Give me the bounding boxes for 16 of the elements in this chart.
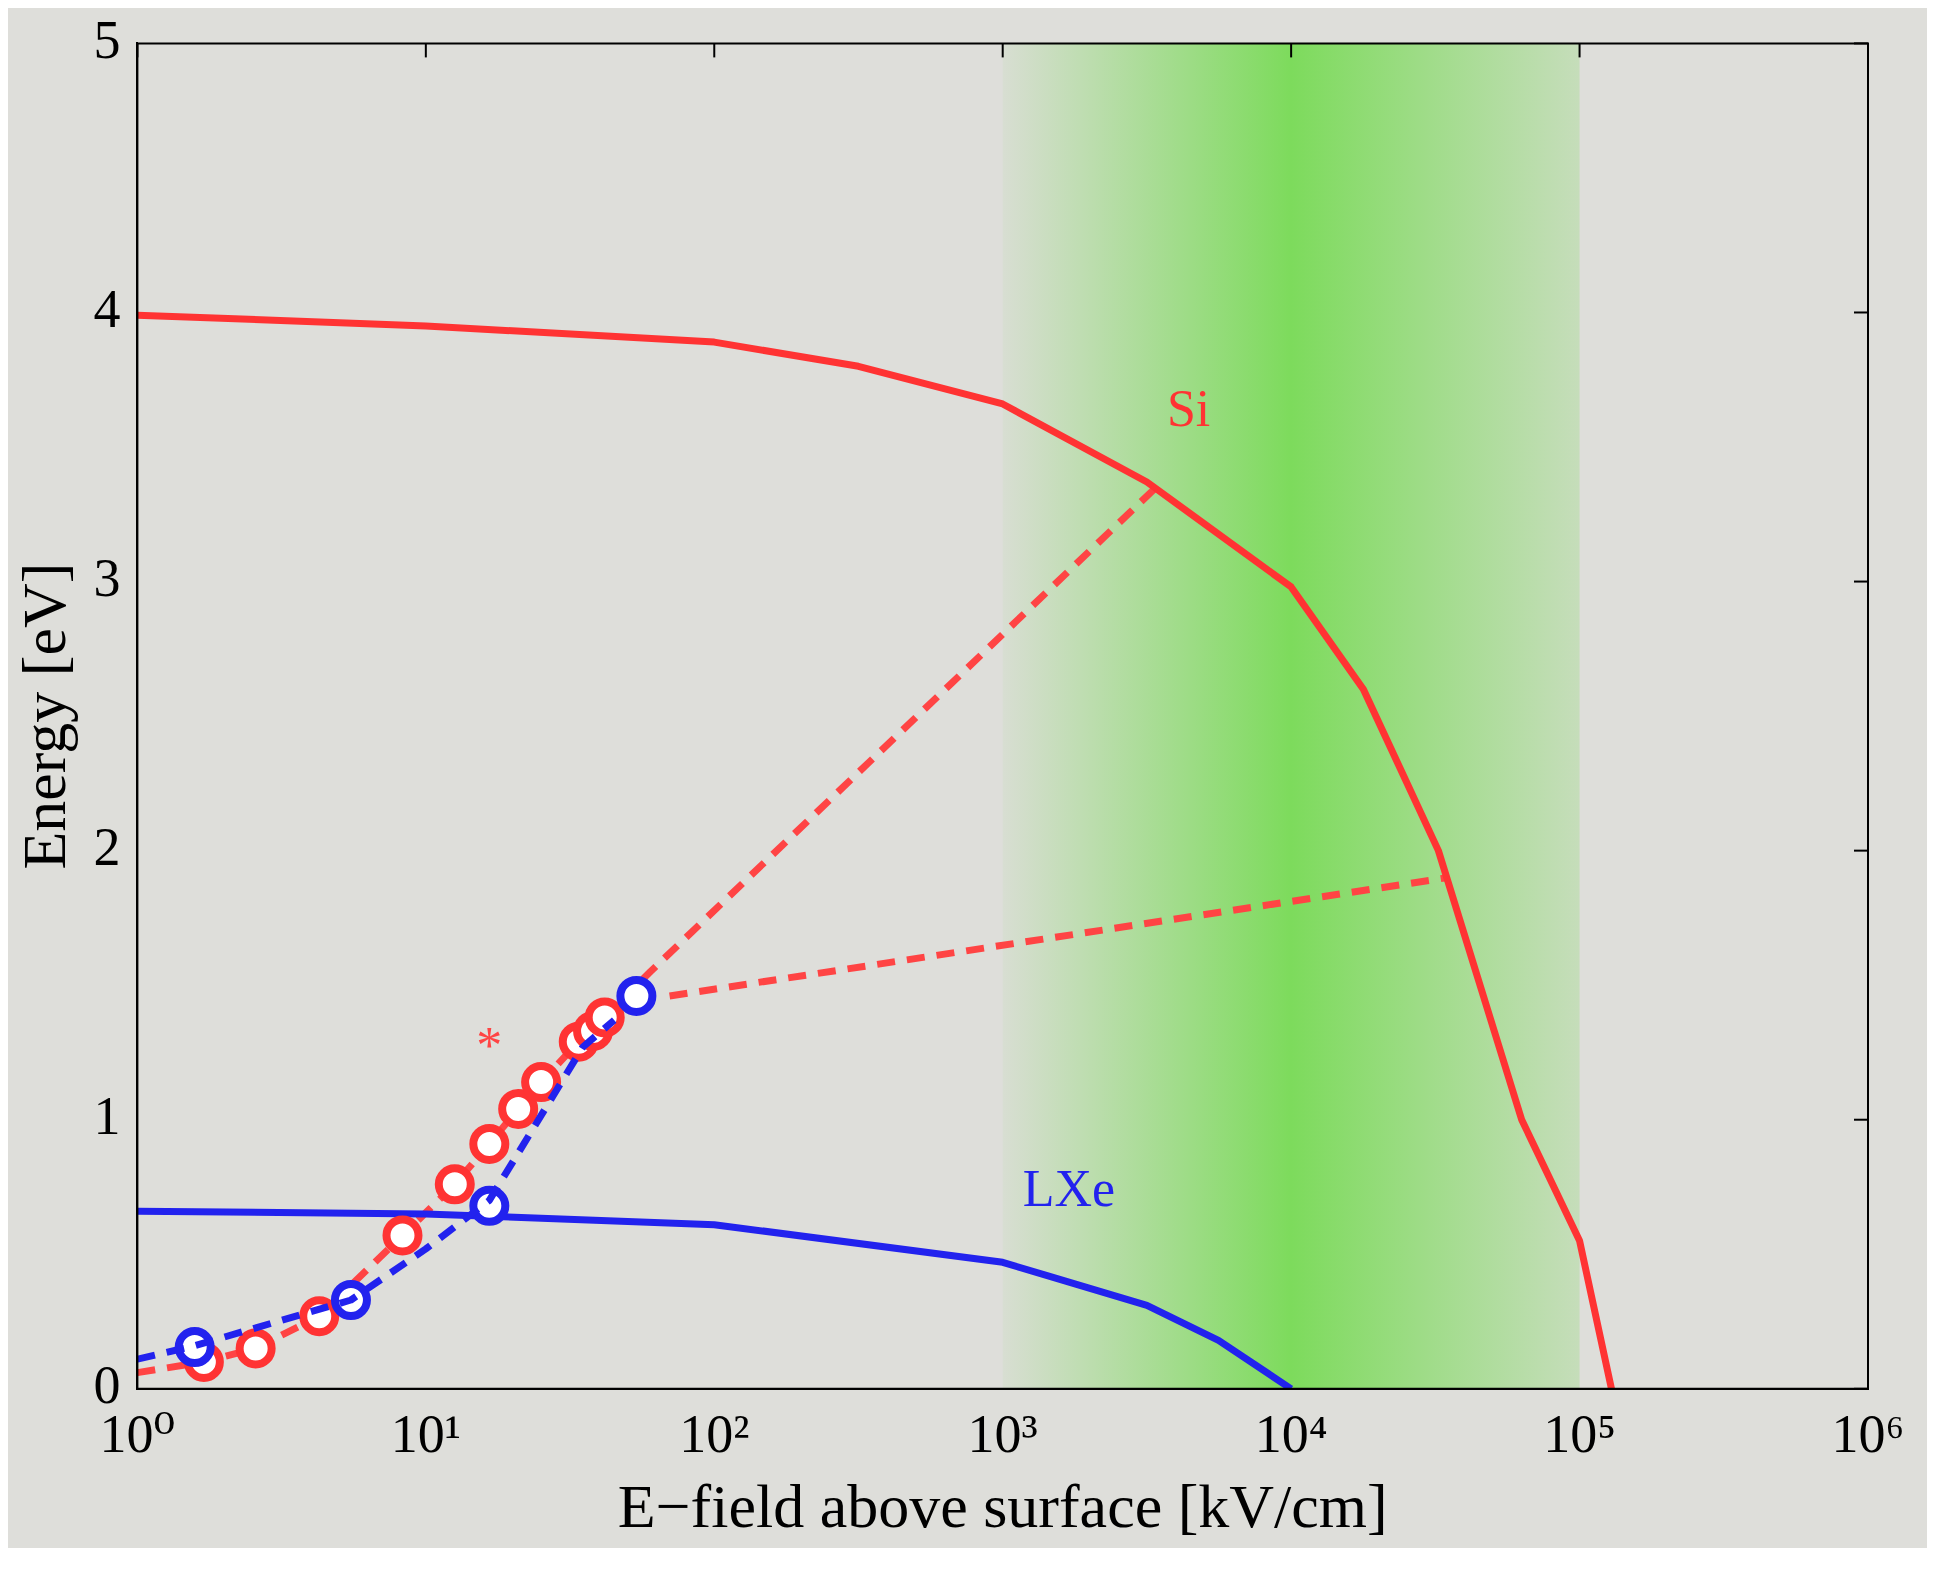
x-tick-label: 10⁶ bbox=[1831, 1404, 1905, 1465]
series-label: Si bbox=[1166, 379, 1211, 437]
x-tick-label: 10⁵ bbox=[1543, 1404, 1616, 1465]
y-tick-label: 3 bbox=[93, 547, 121, 608]
x-tick-label: 10⁴ bbox=[1254, 1404, 1328, 1465]
y-axis-title: Energy [eV] bbox=[10, 562, 79, 870]
y-tick-label: 5 bbox=[93, 9, 121, 70]
x-tick-label: 10³ bbox=[967, 1404, 1038, 1465]
y-tick-label: 2 bbox=[93, 816, 121, 877]
y-tick-label: 4 bbox=[93, 278, 121, 339]
x-tick-label: 10² bbox=[679, 1404, 750, 1465]
annotation: * bbox=[476, 1016, 503, 1074]
series-label: LXe bbox=[1022, 1159, 1116, 1217]
x-tick-label: 10¹ bbox=[390, 1404, 461, 1465]
x-axis-title: E−field above surface [kV/cm] bbox=[617, 1472, 1388, 1541]
y-tick-label: 1 bbox=[93, 1085, 121, 1146]
